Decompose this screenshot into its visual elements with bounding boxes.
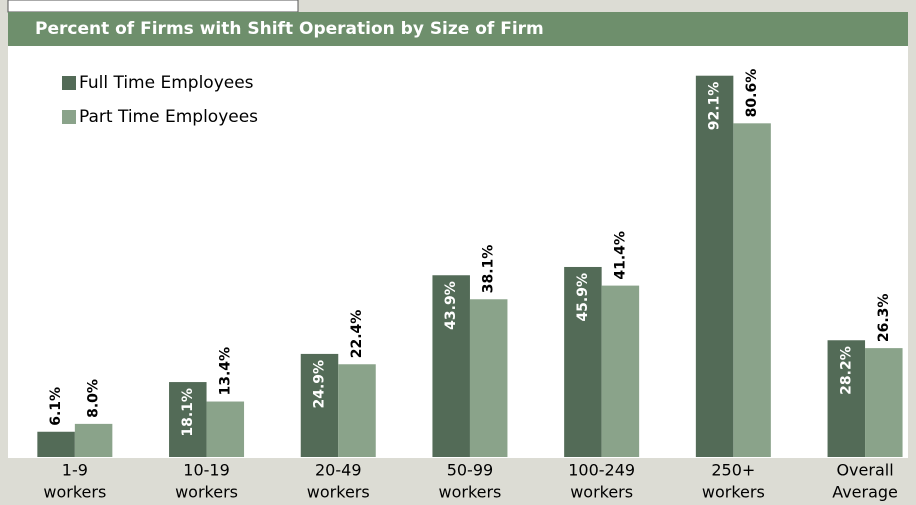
bar [469, 299, 508, 457]
data-label: 13.4% [217, 347, 233, 396]
data-label: 24.9% [312, 360, 328, 409]
x-tick-label: workers [43, 483, 106, 502]
bar [432, 275, 470, 457]
data-label: 6.1% [48, 387, 64, 426]
x-tick-label: 250+ [711, 461, 755, 480]
x-tick-label: workers [438, 483, 501, 502]
x-tick-label: 100-249 [568, 461, 635, 480]
x-tick-label: workers [307, 483, 370, 502]
bar [695, 75, 734, 458]
data-label: 43.9% [443, 281, 459, 330]
x-tick-label: workers [570, 483, 633, 502]
legend-label: Part Time Employees [79, 107, 258, 127]
bar [601, 285, 640, 457]
chart-title: Percent of Firms with Shift Operation by… [35, 19, 544, 39]
x-tick-label: Overall [836, 461, 893, 480]
bar [169, 382, 207, 457]
data-label: 26.3% [876, 294, 892, 343]
data-label: 41.4% [612, 231, 628, 280]
bar [206, 401, 245, 457]
data-label: 92.1% [707, 82, 723, 131]
x-tick-label: 20-49 [315, 461, 362, 480]
bar [37, 431, 75, 457]
tab [7, 0, 299, 13]
data-label: 18.1% [180, 388, 196, 437]
bar [338, 364, 376, 457]
x-tick-label: 50-99 [447, 461, 494, 480]
bar [865, 348, 903, 457]
x-tick-label: workers [702, 483, 765, 502]
data-label: 45.9% [575, 273, 591, 322]
x-tick-label: Average [832, 483, 898, 502]
x-tick-label: 10-19 [183, 461, 230, 480]
legend-swatch [62, 76, 76, 90]
bar [74, 423, 113, 457]
x-tick-label: 1-9 [62, 461, 88, 480]
bar [564, 266, 602, 457]
data-label: 8.0% [86, 379, 102, 418]
title-bar [8, 12, 908, 46]
x-tick-label: workers [175, 483, 238, 502]
legend-label: Full Time Employees [79, 73, 254, 93]
data-label: 80.6% [744, 69, 760, 118]
data-label: 22.4% [349, 310, 365, 359]
data-label: 28.2% [838, 346, 854, 395]
data-label: 38.1% [481, 245, 497, 294]
bar [827, 340, 866, 457]
legend-swatch [62, 110, 76, 124]
bar [733, 123, 771, 457]
bar [300, 353, 339, 457]
